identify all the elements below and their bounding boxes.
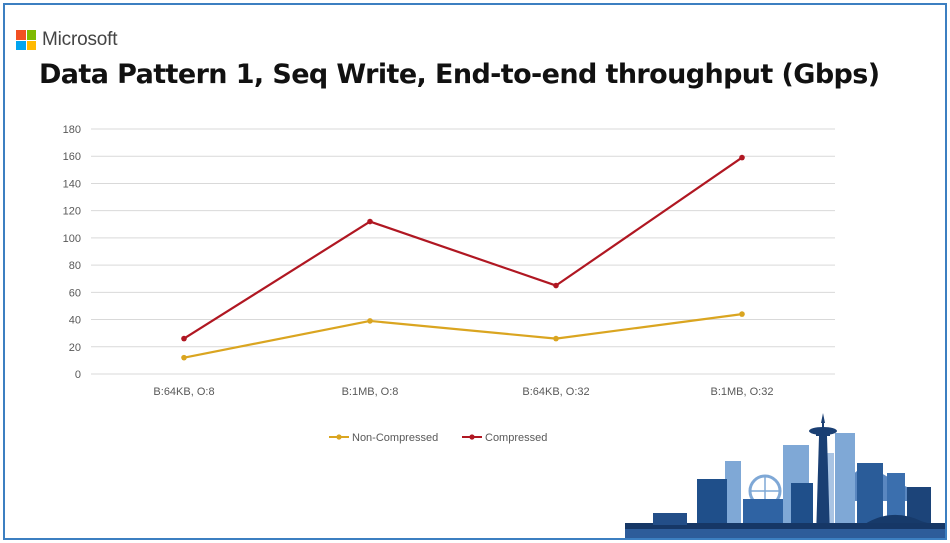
y-tick-label: 100 bbox=[63, 233, 81, 245]
y-tick-label: 60 bbox=[69, 287, 81, 299]
data-point bbox=[367, 218, 373, 225]
data-point bbox=[367, 318, 373, 324]
x-tick-label: B:1MB, O:32 bbox=[711, 386, 774, 398]
series-lines bbox=[181, 154, 745, 361]
data-point bbox=[739, 154, 745, 161]
data-point bbox=[739, 311, 745, 317]
data-point bbox=[181, 354, 187, 361]
legend: Non-Compressed Compressed bbox=[329, 432, 547, 444]
legend-marker bbox=[336, 434, 342, 440]
series-line-compressed bbox=[183, 156, 743, 340]
y-tick-label: 160 bbox=[63, 151, 81, 163]
y-axis-ticks: 0 20 40 60 80 100 120 140 160 180 bbox=[63, 124, 81, 381]
legend-marker bbox=[469, 434, 475, 440]
gridlines bbox=[91, 128, 835, 375]
y-tick-label: 0 bbox=[75, 369, 81, 381]
legend-label: Compressed bbox=[485, 432, 547, 444]
x-tick-label: B:1MB, O:8 bbox=[342, 386, 399, 398]
slide-title: Data Pattern 1, Seq Write, End-to-end th… bbox=[39, 59, 880, 90]
legend-label: Non-Compressed bbox=[352, 432, 438, 444]
series-line-non-compressed bbox=[183, 313, 743, 359]
microsoft-logo-icon bbox=[16, 30, 36, 50]
data-point bbox=[553, 282, 559, 289]
y-tick-label: 80 bbox=[69, 260, 81, 272]
x-tick-label: B:64KB, O:32 bbox=[522, 386, 589, 398]
y-tick-label: 180 bbox=[63, 124, 81, 136]
x-tick-label: B:64KB, O:8 bbox=[153, 386, 214, 398]
y-tick-label: 40 bbox=[69, 315, 81, 327]
y-tick-label: 20 bbox=[69, 342, 81, 354]
seattle-skyline-icon bbox=[625, 413, 945, 538]
line-chart: 0 20 40 60 80 100 120 140 160 180 B:64KB, O:8 B:1M… bbox=[63, 124, 835, 444]
slide: Microsoft Data Pattern 1, Seq Write, End… bbox=[3, 3, 947, 540]
y-tick-label: 140 bbox=[63, 178, 81, 190]
data-point bbox=[553, 335, 559, 342]
y-tick-label: 120 bbox=[63, 206, 81, 218]
x-axis-ticks: B:64KB, O:8 B:1MB, O:8 B:64KB, O:32 B:1MB, … bbox=[153, 386, 773, 398]
microsoft-logo: Microsoft bbox=[16, 29, 117, 51]
data-point bbox=[181, 335, 187, 342]
brand-name: Microsoft bbox=[42, 29, 118, 50]
